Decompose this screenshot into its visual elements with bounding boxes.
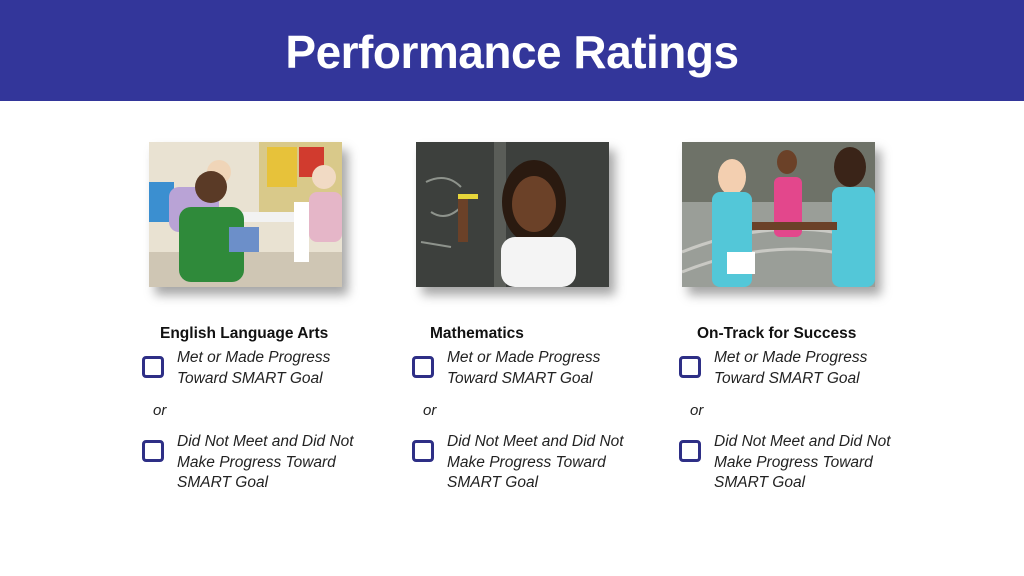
photo-children-reading [149, 142, 342, 287]
met-goal-checkbox[interactable] [142, 356, 164, 378]
met-goal-label: Met or Made Progress Toward SMART Goal [714, 349, 868, 387]
photo-girl-at-chalkboard [416, 142, 609, 287]
subject-label: Mathematics [430, 325, 524, 342]
met-goal-checkbox[interactable] [679, 356, 701, 378]
not-met-goal-label: Did Not Meet and Did Not Make Progress T… [177, 433, 354, 491]
header-bar: Performance Ratings [0, 0, 1024, 101]
met-goal-label: Met or Made Progress Toward SMART Goal [177, 349, 331, 387]
not-met-goal-checkbox[interactable] [679, 440, 701, 462]
not-met-goal-label: Did Not Meet and Did Not Make Progress T… [447, 433, 624, 491]
photo-relay-runners [682, 142, 875, 287]
not-met-goal-checkbox[interactable] [412, 440, 434, 462]
met-goal-label: Met or Made Progress Toward SMART Goal [447, 349, 601, 387]
not-met-goal-label: Did Not Meet and Did Not Make Progress T… [714, 433, 891, 491]
or-label: or [690, 402, 704, 419]
or-label: or [153, 402, 167, 419]
or-label: or [423, 402, 437, 419]
subject-label: English Language Arts [160, 325, 329, 342]
subject-label: On-Track for Success [697, 325, 857, 342]
met-goal-checkbox[interactable] [412, 356, 434, 378]
not-met-goal-checkbox[interactable] [142, 440, 164, 462]
page-title: Performance Ratings [285, 25, 739, 78]
